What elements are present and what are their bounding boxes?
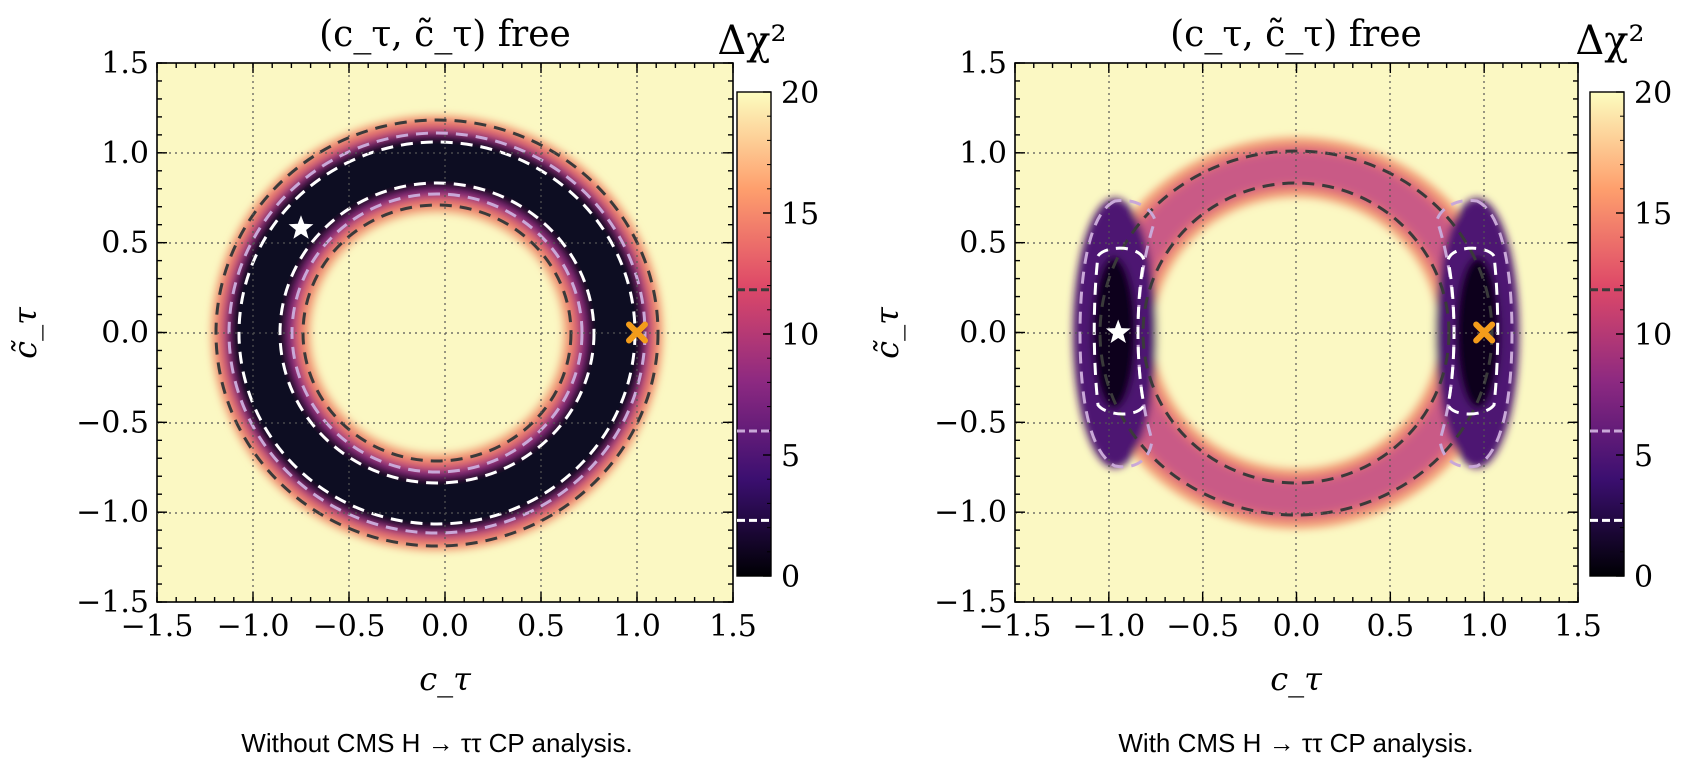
x-tick-label: −1.5	[121, 609, 194, 644]
x-tick-label: −1.5	[979, 609, 1052, 644]
axis-ticks	[156, 62, 734, 603]
colorbar-tick-label: 10	[781, 318, 819, 353]
sm-point-x-icon	[1473, 321, 1496, 344]
contour-left-light-purple	[1078, 198, 1157, 469]
x-tick-label: −0.5	[313, 609, 386, 644]
contour-right-white	[1446, 246, 1500, 416]
axis-ticks	[1014, 62, 1579, 603]
y-tick-label: −1.0	[934, 495, 1007, 530]
contour-left-white	[1092, 246, 1146, 416]
x-axis-label: c_τ	[1270, 660, 1323, 698]
contour-inner-white	[278, 181, 596, 485]
y-tick-label: −1.5	[934, 585, 1007, 620]
colorbar-tick-label: 5	[781, 439, 800, 474]
chart-title: (c_τ, c̃_τ) free	[1170, 14, 1422, 55]
x-tick-label: 0.0	[1273, 609, 1321, 644]
panel-with-cms: −1.5 −1.0 −0.5 0.0 0.5 1.0 1.5 −1.5 −1.0 −0.5 0.0 0…	[868, 14, 1672, 758]
colorbar-tick-label: 5	[1634, 439, 1653, 474]
heatmap-layer	[211, 115, 663, 551]
x-tick-label: 1.0	[1460, 609, 1508, 644]
y-tick-label: 0.0	[101, 316, 149, 351]
x-axis-label: c_τ	[419, 660, 472, 698]
y-tick-label: 1.5	[959, 46, 1007, 81]
colorbar-tick-label: 0	[1634, 560, 1653, 595]
colorbar: 0 5 10 15 20 Δχ²	[717, 18, 819, 595]
y-tick-label: 1.5	[101, 46, 149, 81]
y-tick-label: −1.0	[76, 495, 149, 530]
colorbar-tick-label: 10	[1634, 318, 1672, 353]
x-tick-label: 1.5	[709, 609, 757, 644]
x-tick-label: 0.5	[1366, 609, 1414, 644]
contour-inner-light-purple	[290, 192, 584, 474]
contour-outer-dark	[1098, 149, 1494, 517]
y-tick-label: 1.0	[101, 136, 149, 171]
y-tick-label: −0.5	[76, 405, 149, 440]
colorbar-label: Δχ²	[1575, 18, 1644, 64]
y-tick-label: 0.0	[959, 316, 1007, 351]
panel-without-cms: −1.5 −1.0 −0.5 0.0 0.5 1.0 1.5 −1.5 −1.0 −0.5 0.0 0…	[6, 14, 819, 758]
y-tick-label: −1.5	[76, 585, 149, 620]
best-fit-star-icon	[288, 215, 314, 239]
colorbar-tick-label: 15	[1634, 197, 1672, 232]
y-tick-label: 0.5	[959, 226, 1007, 261]
colorbar: 0 5 10 15 20 Δχ²	[1575, 18, 1672, 595]
colorbar-tick-label: 20	[1634, 76, 1672, 111]
x-tick-label: −1.0	[1072, 609, 1145, 644]
sm-point-stroke	[626, 321, 648, 344]
x-tick-label: 1.5	[1554, 609, 1602, 644]
y-tick-label: 1.0	[959, 136, 1007, 171]
sm-point-stroke	[1473, 321, 1496, 344]
x-tick-label: 0.5	[517, 609, 565, 644]
axis-tick-labels: −1.5 −1.0 −0.5 0.0 0.5 1.0 1.5 −1.5 −1.0 −0.5 0.0 0…	[934, 46, 1602, 644]
x-tick-label: 0.0	[421, 609, 469, 644]
contour-outer-dark	[214, 118, 660, 548]
figure-caption: With CMS H → ττ CP analysis.	[1118, 728, 1473, 758]
y-axis-label: c̃_τ	[6, 306, 44, 359]
y-tick-label: −0.5	[934, 405, 1007, 440]
y-tick-label: 0.5	[101, 226, 149, 261]
y-axis-label: c̃_τ	[868, 306, 906, 359]
x-tick-label: −0.5	[1166, 609, 1239, 644]
best-fit-star-icon	[1105, 319, 1131, 343]
grid	[157, 63, 733, 602]
heatmap-inner-hole	[311, 213, 563, 453]
colorbar-label: Δχ²	[717, 18, 786, 64]
colorbar-tick-label: 15	[781, 197, 819, 232]
markers	[288, 215, 648, 344]
x-tick-label: 1.0	[613, 609, 661, 644]
figure-caption: Without CMS H → ττ CP analysis.	[241, 728, 632, 758]
chart-title: (c_τ, c̃_τ) free	[319, 14, 571, 55]
colorbar-tick-label: 20	[781, 76, 819, 111]
sm-point-x-icon	[626, 321, 648, 344]
colorbar-tick-label: 0	[781, 560, 800, 595]
x-tick-label: −1.0	[217, 609, 290, 644]
contour-right-light-purple	[1435, 198, 1514, 469]
axis-tick-labels: −1.5 −1.0 −0.5 0.0 0.5 1.0 1.5 −1.5 −1.0 −0.5 0.0 0…	[76, 46, 757, 644]
markers	[1105, 319, 1496, 344]
